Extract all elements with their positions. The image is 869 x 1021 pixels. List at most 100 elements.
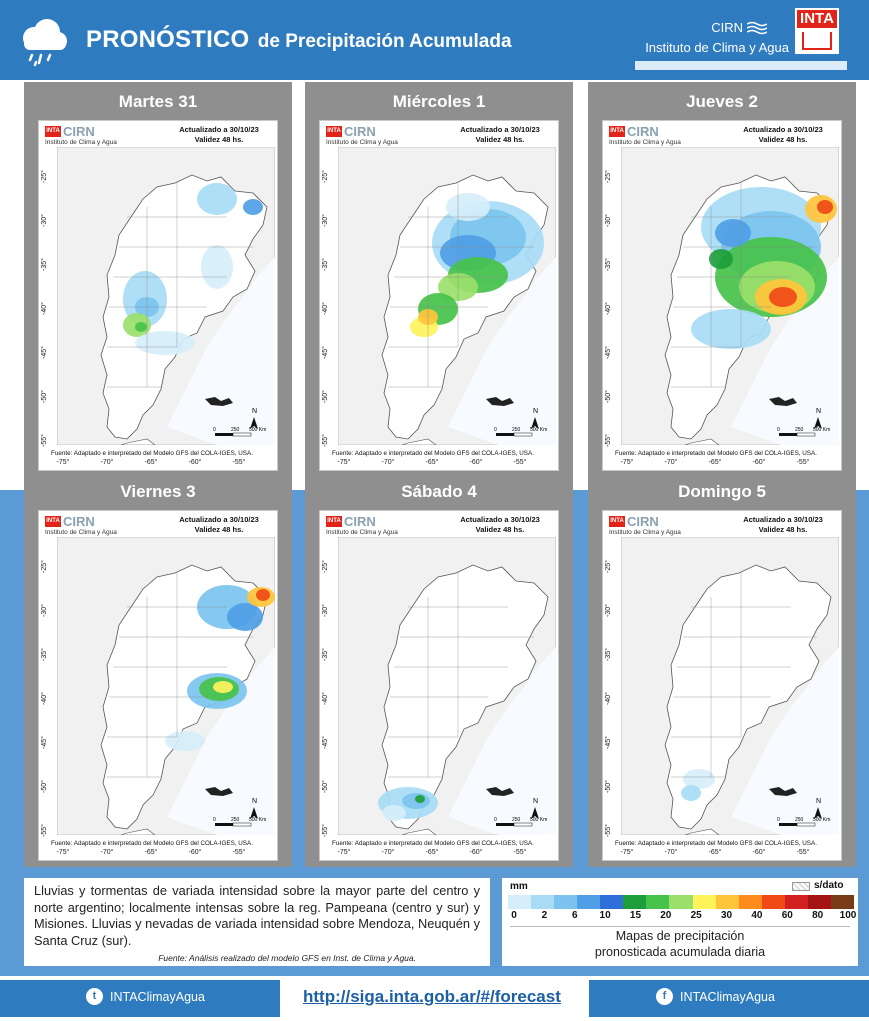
scale-label: 500 Km xyxy=(813,817,830,823)
twitter-icon[interactable]: t xyxy=(86,988,103,1005)
color-scale-swatch xyxy=(692,895,716,909)
inta-logo: INTA xyxy=(795,8,839,54)
precipitation-map: INTA CIRN Instituto de Clima y Agua Actuali… xyxy=(319,120,559,471)
map-inta-logo: INTA xyxy=(45,126,61,137)
argentina-map: N 0 250 500 Km xyxy=(338,537,556,835)
argentina-map: N 0 250 500 Km xyxy=(57,147,275,445)
longitude-tick: -60° xyxy=(469,459,483,466)
map-inta-logo: INTA xyxy=(609,516,625,527)
forecast-description: Lluvias y tormentas de variada intensida… xyxy=(24,878,490,966)
map-inta-logo: INTA xyxy=(609,126,625,137)
longitude-tick: -65° xyxy=(425,849,439,856)
no-data-swatch xyxy=(792,882,810,891)
precipitation-map: INTA CIRN Instituto de Clima y Agua Actuali… xyxy=(602,120,842,471)
longitude-tick: -70° xyxy=(381,849,395,856)
latitude-tick: -55° xyxy=(322,434,329,447)
map-validity: Validez 48 hs. xyxy=(758,135,808,144)
rain-area xyxy=(227,603,263,631)
map-cirn-logo: CIRN xyxy=(63,514,95,529)
longitude-tick: -60° xyxy=(188,459,202,466)
rain-area xyxy=(691,309,771,349)
latitude-tick: -30° xyxy=(322,214,329,227)
latitude-tick: -40° xyxy=(605,692,612,705)
brand-underline xyxy=(635,61,847,70)
longitude-tick: -75° xyxy=(337,849,351,856)
legend-caption-line1: Mapas de precipitación xyxy=(615,929,745,943)
brand-block: CIRN Instituto de Clima y Agua INTA xyxy=(633,8,847,70)
latitude-tick: -55° xyxy=(41,824,48,837)
color-scale-tick: 80 xyxy=(812,910,824,921)
map-validity: Validez 48 hs. xyxy=(194,525,244,534)
rain-area xyxy=(715,219,751,247)
argentina-map: N 0 250 500 Km xyxy=(621,537,839,835)
latitude-tick: -45° xyxy=(605,346,612,359)
north-arrow-label: N xyxy=(816,798,821,805)
scale-label: 500 Km xyxy=(530,817,547,823)
rain-area xyxy=(201,245,233,289)
longitude-tick: -55° xyxy=(796,459,810,466)
longitude-tick: -70° xyxy=(100,849,114,856)
map-updated: Actualizado a 30/10/23 xyxy=(743,125,823,134)
forecast-panel: Viernes 3 INTA CIRN Instituto de Clima y Ag… xyxy=(24,472,292,867)
latitude-tick: -45° xyxy=(322,736,329,749)
scale-bar xyxy=(232,432,252,437)
rain-area xyxy=(256,589,270,601)
scale-label: 500 Km xyxy=(249,427,266,433)
forecast-panel: Domingo 5 INTA CIRN Instituto de Clima y Ag… xyxy=(588,472,856,867)
map-updated: Actualizado a 30/10/23 xyxy=(460,125,540,134)
longitude-tick: -65° xyxy=(708,849,722,856)
malvinas-islands xyxy=(205,397,233,406)
color-scale xyxy=(508,895,854,909)
tierra-del-fuego xyxy=(401,438,437,445)
latitude-tick: -45° xyxy=(605,736,612,749)
footer-right-bar xyxy=(589,980,869,1017)
latitude-tick: -50° xyxy=(322,780,329,793)
longitude-tick: -65° xyxy=(144,849,158,856)
forecast-link[interactable]: http://siga.inta.gob.ar/#/forecast xyxy=(303,987,561,1006)
precipitation-map: INTA CIRN Instituto de Clima y Agua Actuali… xyxy=(319,510,559,861)
scale-bar xyxy=(513,822,533,827)
scale-label: 250 xyxy=(795,427,804,433)
legend-caption: Mapas de precipitación pronosticada acum… xyxy=(502,928,858,960)
map-source-note: Fuente: Adaptado e interpretado del Mode… xyxy=(332,840,534,847)
scale-label: 0 xyxy=(213,817,216,823)
rain-area xyxy=(709,249,733,269)
malvinas-islands xyxy=(769,787,797,796)
rain-area xyxy=(243,199,263,215)
latitude-tick: -30° xyxy=(605,214,612,227)
argentina-map: N 0 250 500 Km xyxy=(338,147,556,445)
scale-label: 0 xyxy=(777,817,780,823)
panel-day-title: Martes 31 xyxy=(118,92,198,111)
map-institute-label: Instituto de Clima y Agua xyxy=(609,139,681,146)
tierra-del-fuego xyxy=(401,828,437,835)
north-arrow-icon xyxy=(814,807,822,819)
color-scale-tick: 15 xyxy=(629,910,642,921)
latitude-tick: -25° xyxy=(322,560,329,573)
color-scale-swatch xyxy=(508,895,532,909)
latitude-tick: -30° xyxy=(41,604,48,617)
facebook-icon[interactable]: f xyxy=(656,988,673,1005)
latitude-tick: -25° xyxy=(41,170,48,183)
color-scale-swatch xyxy=(830,895,854,909)
color-scale-swatch xyxy=(623,895,647,909)
facebook-handle[interactable]: INTAClimayAgua xyxy=(680,990,775,1004)
color-scale-swatch xyxy=(531,895,555,909)
rain-area xyxy=(681,785,701,801)
latitude-tick: -35° xyxy=(605,258,612,271)
brand-cirn: CIRN xyxy=(711,20,743,35)
longitude-axis: -75° -70° -65° -60° -55° xyxy=(338,848,556,860)
forecast-panel: Jueves 2 INTA CIRN Instituto de Clima y Agu… xyxy=(588,82,856,477)
legend-unit: mm xyxy=(510,881,528,892)
atlantic-ocean xyxy=(448,647,556,835)
longitude-axis: -75° -70° -65° -60° -55° xyxy=(621,458,839,470)
scale-label: 500 Km xyxy=(530,427,547,433)
north-arrow-label: N xyxy=(252,408,257,415)
latitude-tick: -40° xyxy=(605,302,612,315)
map-validity: Validez 48 hs. xyxy=(194,135,244,144)
longitude-tick: -55° xyxy=(513,849,527,856)
twitter-handle[interactable]: INTAClimayAgua xyxy=(110,990,205,1004)
scale-bar xyxy=(496,433,514,436)
latitude-tick: -25° xyxy=(605,560,612,573)
rain-area xyxy=(683,769,715,789)
description-source: Fuente: Análisis realizado del modelo GF… xyxy=(158,953,416,963)
